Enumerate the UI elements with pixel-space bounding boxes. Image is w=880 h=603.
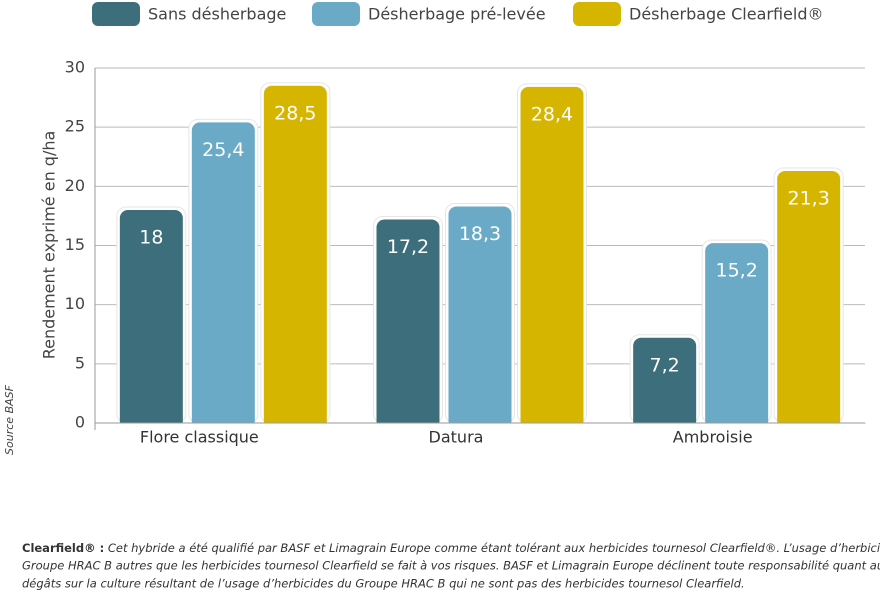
y-tick-label: 25 [65, 117, 85, 136]
bar [520, 86, 584, 429]
legend-swatch [573, 2, 621, 26]
footnote-label: Clearfield® : [22, 541, 104, 555]
bar [633, 337, 697, 429]
value-label: 25,4 [202, 139, 244, 161]
value-label: 18,3 [459, 223, 501, 245]
value-label: 21,3 [788, 187, 830, 209]
y-tick-label: 5 [75, 353, 85, 372]
value-label: 17,2 [387, 236, 429, 258]
y-tick-label: 0 [75, 413, 85, 432]
y-axis-label: Rendement exprimé en q/ha [40, 131, 59, 360]
axis-mask [96, 423, 866, 431]
x-tick-label: Datura [429, 428, 484, 447]
value-label: 7,2 [650, 354, 680, 376]
x-tick-label: Ambroisie [673, 428, 753, 447]
y-tick-label: 10 [65, 294, 85, 313]
footnote-line: Cet hybride a été qualifié par BASF et L… [104, 541, 880, 555]
footnote: Clearfield® : Cet hybride a été qualifié… [22, 541, 880, 555]
legend-label: Sans désherbage [148, 5, 286, 24]
y-tick-label: 30 [65, 58, 85, 77]
bar [777, 170, 841, 429]
bar [263, 85, 327, 429]
footnote-line: dégâts sur la culture résultant de l’usa… [22, 577, 745, 591]
value-label: 18 [139, 227, 163, 249]
bar [448, 206, 512, 429]
value-label: 28,5 [274, 102, 316, 124]
legend-label: Désherbage pré-levée [368, 5, 546, 24]
y-tick-label: 20 [65, 176, 85, 195]
value-label: 28,4 [531, 103, 573, 125]
legend-swatch [92, 2, 140, 26]
source: Source BASF [3, 384, 16, 455]
bar [191, 122, 255, 429]
footnote-line: Groupe HRAC B autres que les herbicides … [22, 559, 880, 573]
bar [705, 243, 769, 429]
y-tick-label: 15 [65, 235, 85, 254]
legend-label: Désherbage Clearfield® [629, 5, 823, 24]
bar [376, 219, 440, 429]
value-label: 15,2 [716, 260, 758, 282]
bar [119, 210, 183, 429]
legend-swatch [312, 2, 360, 26]
x-tick-label: Flore classique [140, 428, 259, 447]
